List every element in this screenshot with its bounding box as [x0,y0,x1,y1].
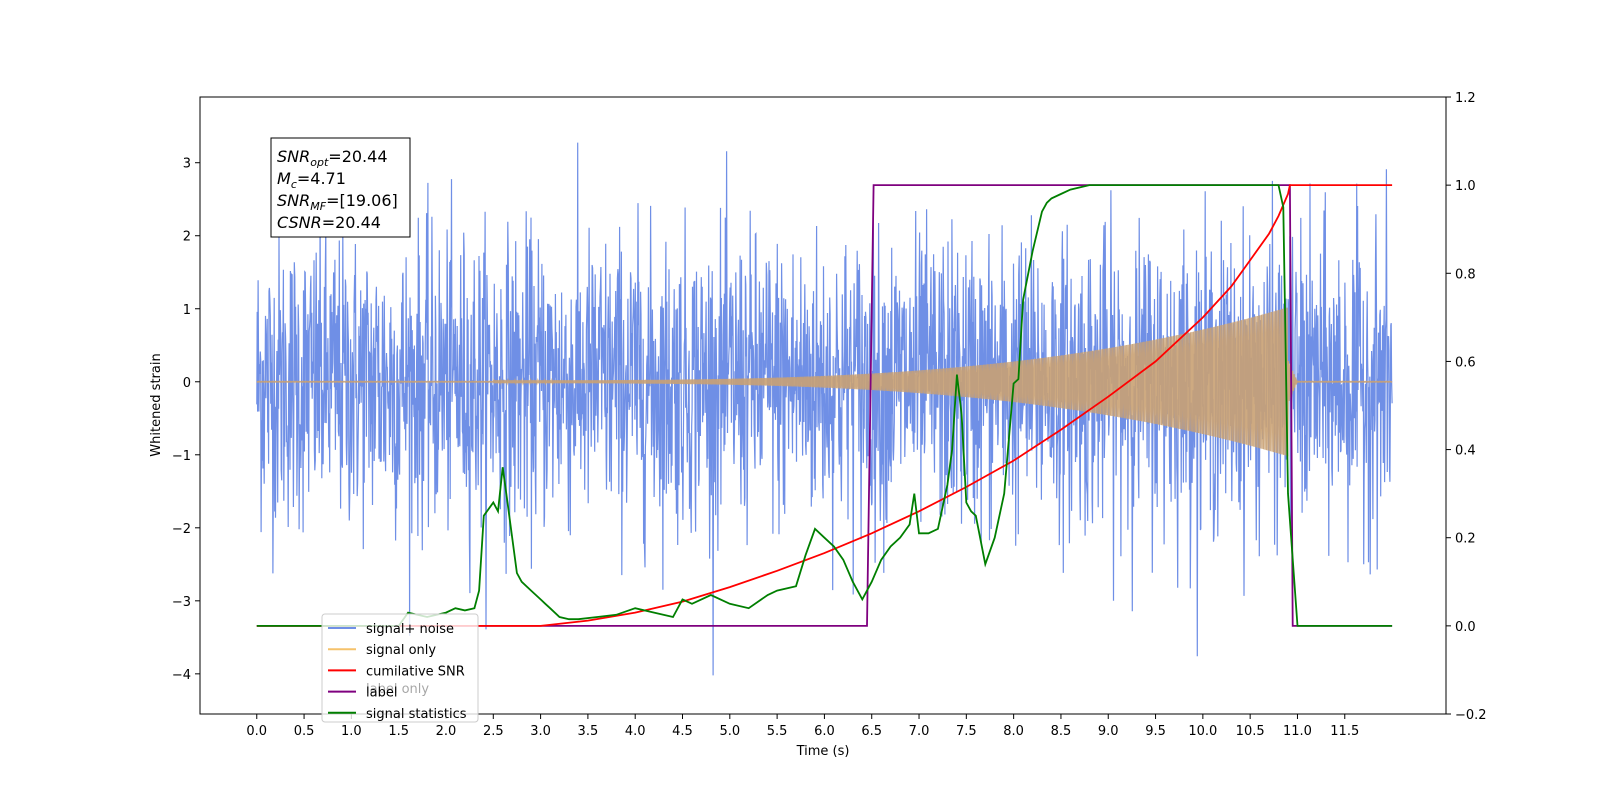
y-axis-label: Whitened strain [149,353,164,456]
legend-label: label [366,686,397,701]
x-tick-label: 0.5 [294,724,315,739]
signal-only-layer [256,307,1393,457]
x-tick-label: 8.0 [1003,724,1024,739]
legend: label only signal+ noise signal only cumil… [321,613,479,723]
x-tick-label: 0.0 [246,724,267,739]
y-tick-label: −3 [172,595,191,610]
legend-items: signal+ noise signal only cumilative SNR la… [328,622,467,722]
y-tick-label: −1 [172,449,191,464]
x-tick-label: 11.0 [1283,724,1312,739]
annotation-line: SNRMF=[19.06] [277,191,398,213]
y-tick-label: −4 [172,668,191,683]
y2-tick-label: 0.8 [1455,267,1476,282]
right-axis-series-layer [256,184,1393,627]
annotation-line: CSNR=20.44 [277,213,381,232]
x-axis-ticks: 0.0 0.5 1.0 1.5 2.0 2.5 3.0 3.5 4.0 4.5 5.0 5.5 6.0 6… [246,714,1359,739]
x-tick-label: 10.0 [1188,724,1217,739]
annotation-line: SNRopt=20.44 [277,147,388,169]
x-axis-label: Time (s) [796,744,850,759]
y2-tick-label: 0.2 [1455,532,1476,547]
x-tick-label: 2.5 [483,724,504,739]
y-tick-label: 0 [183,376,191,391]
legend-label: signal statistics [366,707,467,722]
x-tick-label: 7.5 [956,724,977,739]
series-signal-statistics-line [256,184,1393,627]
x-tick-label: 1.0 [341,724,362,739]
y2-tick-label: 0.0 [1455,620,1476,635]
x-tick-label: 3.0 [530,724,551,739]
y2-axis-ticks: 1.2 1.0 0.8 0.6 0.4 0.2 0.0 −0.2 [1446,91,1487,723]
y2-tick-label: 0.4 [1455,444,1476,459]
x-tick-label: 7.0 [909,724,930,739]
y2-tick-label: −0.2 [1455,708,1487,723]
axes-frame [199,96,1447,715]
y2-tick-label: 1.0 [1455,179,1476,194]
y-tick-label: −2 [172,522,191,537]
y-tick-label: 2 [183,230,191,245]
legend-frame [321,613,479,723]
x-tick-label: 1.5 [388,724,409,739]
y2-tick-label: 0.6 [1455,355,1476,370]
y-tick-label: 3 [183,157,191,172]
legend-label: cumilative SNR [366,664,465,679]
x-tick-label: 10.5 [1236,724,1265,739]
annotation-lines: SNRopt=20.44Mc=4.71SNRMF=[19.06]CSNR=20.… [277,147,398,232]
y-axis-ticks: 3 2 1 0 −1 −2 −3 −4 [172,157,200,683]
x-tick-label: 6.0 [814,724,835,739]
x-tick-label: 4.0 [625,724,646,739]
snr-annotation-box: SNRopt=20.44Mc=4.71SNRMF=[19.06]CSNR=20.… [270,137,411,238]
x-tick-label: 11.5 [1330,724,1359,739]
annotation-frame [270,137,411,238]
x-tick-label: 4.5 [672,724,693,739]
legend-hidden-label: label only [366,682,429,697]
x-tick-label: 9.0 [1098,724,1119,739]
x-tick-label: 8.5 [1051,724,1072,739]
x-tick-label: 5.5 [767,724,788,739]
y2-tick-label: 1.2 [1455,91,1476,106]
series-cumulative-snr-line [256,184,1393,627]
y-tick-label: 1 [183,303,191,318]
series-signal-only-line [256,307,1393,457]
x-tick-label: 3.5 [578,724,599,739]
x-tick-label: 6.5 [861,724,882,739]
legend-label: signal only [366,643,436,658]
legend-label: signal+ noise [366,622,454,637]
x-tick-label: 2.0 [436,724,457,739]
x-tick-label: 9.5 [1145,724,1166,739]
annotation-line: Mc=4.71 [277,169,346,191]
x-tick-label: 5.0 [719,724,740,739]
